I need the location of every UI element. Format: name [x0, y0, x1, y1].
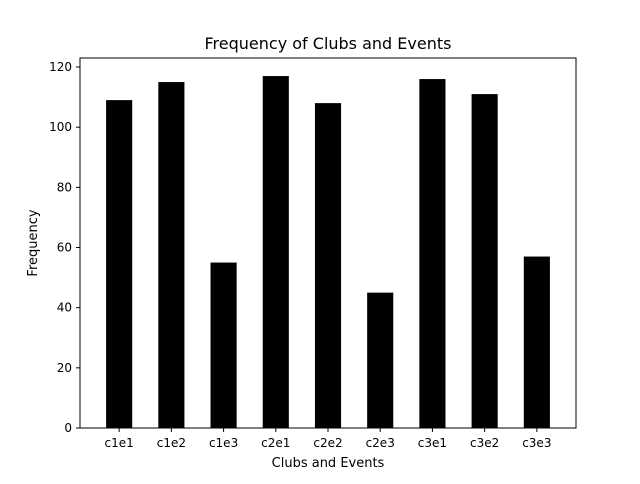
bar-c3e2: [471, 94, 498, 428]
x-tick-label-c1e2: c1e2: [157, 436, 186, 450]
x-tick-label-c3e2: c3e2: [470, 436, 499, 450]
x-tick-label-c1e1: c1e1: [105, 436, 134, 450]
y-tick-label-40: 40: [57, 301, 72, 315]
bar-c2e1: [262, 76, 289, 429]
bar-c3e3: [523, 256, 550, 428]
bar-c2e3: [367, 292, 394, 428]
x-tick-label-c2e2: c2e2: [313, 436, 342, 450]
x-tick-label-c2e3: c2e3: [366, 436, 395, 450]
y-tick-label-60: 60: [57, 241, 72, 255]
bars-layer: [106, 76, 550, 429]
y-tick-label-100: 100: [49, 120, 72, 134]
y-tick-label-120: 120: [49, 60, 72, 74]
bar-c1e1: [106, 100, 133, 429]
ticks-layer: c1e1 c1e2 c1e3 c2e1 c2e2 c2e3 c3e1 c3e2 c3e3 0 20 4…: [49, 60, 551, 450]
chart-title: Frequency of Clubs and Events: [205, 34, 452, 53]
bar-c1e2: [158, 82, 185, 428]
y-axis-label: Frequency: [26, 209, 41, 276]
x-axis-label: Clubs and Events: [272, 456, 385, 471]
plot-frame: [79, 57, 577, 429]
bar-c1e3: [210, 262, 237, 428]
y-tick-label-80: 80: [57, 180, 72, 194]
y-tick-label-20: 20: [57, 361, 72, 375]
bar-c2e2: [314, 103, 342, 429]
x-tick-label-c1e3: c1e3: [209, 436, 238, 450]
x-tick-label-c3e3: c3e3: [522, 436, 551, 450]
bar-c3e1: [419, 79, 446, 428]
x-tick-label-c2e1: c2e1: [261, 436, 290, 450]
y-tick-label-0: 0: [64, 421, 72, 435]
x-tick-label-c3e1: c3e1: [418, 436, 447, 450]
